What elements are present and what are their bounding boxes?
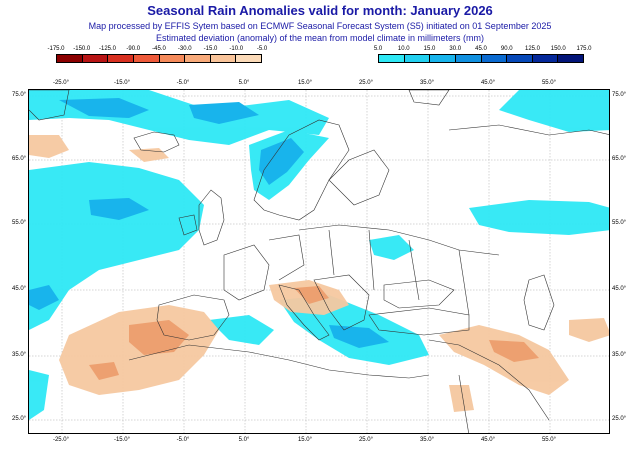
- map-subtitle-description: Estimated deviation (anomaly) of the mea…: [155, 33, 485, 43]
- latitude-label: 55.0°: [612, 220, 627, 226]
- legend-swatch: [481, 55, 508, 62]
- legend-tick-label: -90.0: [126, 46, 141, 52]
- longitude-label: 45.0°: [480, 80, 496, 86]
- longitude-label: -5.0°: [176, 437, 190, 443]
- country-borders: [29, 90, 609, 433]
- legend-tick-label: 150.0: [550, 46, 566, 52]
- latitude-label: 35.0°: [12, 352, 27, 358]
- legend-wet-ticks: 5.0 10.0 15.0 30.0 45.0 90.0 125.0 150.0 175.0: [374, 46, 592, 54]
- legend-tick-label: 45.0: [475, 46, 487, 52]
- wet-anomaly-strong: [29, 98, 389, 348]
- legend-tick-label: -175.0: [47, 46, 65, 52]
- legend-swatch: [185, 55, 211, 62]
- legend-swatch: [455, 55, 482, 62]
- legend-tick-label: -15.0: [203, 46, 218, 52]
- legend-tick-label: -5.0: [256, 46, 268, 52]
- legend-tick-label: 175.0: [576, 46, 592, 52]
- legend-swatch: [558, 55, 583, 62]
- legend-tick-label: 125.0: [524, 46, 541, 52]
- legend-tick-label: 10.0: [397, 46, 410, 52]
- legend-wet-swatches: [378, 54, 584, 63]
- longitude-label: -25.0°: [52, 437, 70, 443]
- dry-anomaly-strong: [89, 286, 539, 380]
- latitude-label: 75.0°: [12, 92, 27, 98]
- longitude-label: 45.0°: [480, 437, 496, 443]
- legend-dry-ticks: -175.0 -150.0 -125.0 -90.0 -45.0 -30.0 -15.0 -1…: [47, 46, 267, 54]
- latitude-label: 65.0°: [12, 156, 27, 162]
- longitude-label: -5.0°: [176, 80, 190, 86]
- longitude-label: 15.0°: [297, 437, 313, 443]
- legend-tick-label: -45.0: [152, 46, 166, 52]
- legend-swatch: [430, 55, 456, 62]
- longitude-label: 5.0°: [238, 80, 250, 86]
- legend-tick-label: -30.0: [177, 46, 192, 52]
- latitude-label: 45.0°: [12, 286, 27, 292]
- longitude-label: 35.0°: [419, 80, 435, 86]
- legend-tick-label: 15.0: [423, 46, 436, 52]
- latitude-label: 55.0°: [12, 220, 27, 226]
- longitude-label: -15.0°: [113, 80, 131, 86]
- latitude-label: 25.0°: [12, 416, 27, 422]
- legend-swatch: [57, 55, 83, 62]
- latitude-label: 65.0°: [612, 156, 627, 162]
- legend-wet: 5.0 10.0 15.0 30.0 45.0 90.0 125.0 150.0 175.0: [374, 46, 592, 68]
- map-area[interactable]: [28, 89, 610, 434]
- legend-swatch: [507, 55, 533, 62]
- legend-dry: -175.0 -150.0 -125.0 -90.0 -45.0 -30.0 -15.0 -1…: [47, 46, 267, 68]
- legend-swatch: [133, 55, 160, 62]
- map-canvas: [29, 90, 609, 433]
- legend-swatch: [236, 55, 261, 62]
- longitude-label: 25.0°: [358, 80, 374, 86]
- legend-tick-label: -150.0: [73, 46, 91, 52]
- wet-anomaly-areas: [29, 90, 609, 420]
- longitude-label: 5.0°: [238, 437, 250, 443]
- graticule: [29, 90, 609, 433]
- longitude-label: 25.0°: [358, 437, 374, 443]
- legend-dry-swatches: [56, 54, 262, 63]
- legend-swatch: [379, 55, 405, 62]
- legend-swatch: [210, 55, 237, 62]
- longitude-label: -15.0°: [113, 437, 131, 443]
- legend-tick-label: 90.0: [500, 46, 513, 52]
- longitude-label: -25.0°: [52, 80, 70, 86]
- legend-tick-label: 5.0: [373, 46, 383, 52]
- latitude-label: 75.0°: [612, 92, 627, 98]
- latitude-label: 35.0°: [612, 352, 627, 358]
- map-title: Seasonal Rain Anomalies valid for month:…: [147, 3, 493, 18]
- legend-swatch: [108, 55, 134, 62]
- legend-swatch: [82, 55, 109, 62]
- map-subtitle-source: Map processed by EFFIS Sytem based on EC…: [88, 21, 552, 31]
- longitude-label: 55.0°: [541, 80, 557, 86]
- legend-tick-label: -125.0: [98, 46, 117, 52]
- legend-tick-label: 30.0: [449, 46, 462, 52]
- legend-tick-label: -10.0: [229, 46, 244, 52]
- longitude-label: 15.0°: [297, 80, 313, 86]
- longitude-label: 55.0°: [541, 437, 557, 443]
- latitude-label: 25.0°: [612, 416, 627, 422]
- legend-swatch: [159, 55, 186, 62]
- legend-swatch: [532, 55, 559, 62]
- longitude-label: 35.0°: [419, 437, 435, 443]
- legend-swatch: [404, 55, 431, 62]
- latitude-label: 45.0°: [612, 286, 627, 292]
